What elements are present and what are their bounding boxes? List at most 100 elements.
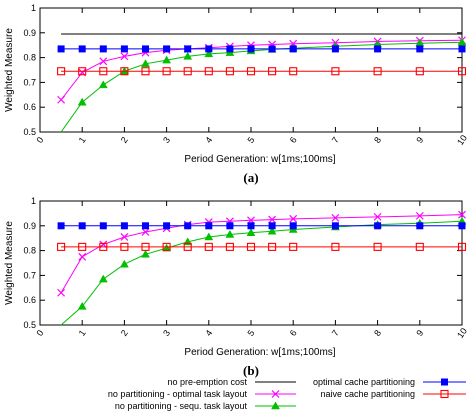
data-point xyxy=(99,45,107,53)
data-point xyxy=(78,252,87,261)
series-naive-cache-partitioning xyxy=(57,67,467,76)
legend-entry: no pre-emption cost xyxy=(167,377,296,387)
series-line xyxy=(60,220,463,326)
data-point xyxy=(458,45,466,53)
data-point xyxy=(78,242,87,251)
data-point xyxy=(142,222,149,230)
data-point xyxy=(119,259,129,268)
y-tick-label: 1 xyxy=(31,196,36,206)
x-tick-label: 4 xyxy=(203,328,214,338)
data-point xyxy=(415,67,424,76)
data-point xyxy=(120,222,128,230)
y-axis-label: Weighted Measure xyxy=(4,28,15,112)
data-point xyxy=(457,37,467,46)
data-point xyxy=(268,45,276,53)
x-tick-label: 0 xyxy=(34,135,45,145)
x-tick-label: 3 xyxy=(161,135,172,145)
x-tick-label: 3 xyxy=(161,328,172,338)
x-tick-label: 6 xyxy=(288,328,299,338)
x-tick-label: 8 xyxy=(372,328,383,338)
data-point xyxy=(226,45,234,53)
data-point xyxy=(120,233,129,241)
data-point xyxy=(99,67,108,76)
data-point xyxy=(99,57,108,66)
data-point xyxy=(373,67,382,76)
y-tick-label: 0.7 xyxy=(23,77,36,87)
data-point xyxy=(204,49,214,58)
data-point xyxy=(373,212,382,221)
legend-label: optimal cache partitioning xyxy=(313,377,415,387)
legend-entry: no partitioning - optimal task layout xyxy=(108,389,296,399)
x-axis-ticks: 0 1 2 3 4 5 6 7 8 9 10 xyxy=(34,8,469,147)
y-tick-label: 0.5 xyxy=(23,320,36,330)
legend-entry: naive cache partitioning xyxy=(320,389,466,399)
data-point xyxy=(331,242,340,251)
x-tick-label: 0 xyxy=(34,328,45,338)
data-point xyxy=(204,67,213,76)
data-point xyxy=(246,67,256,76)
data-point xyxy=(77,301,87,310)
y-axis-label: Weighted Measure xyxy=(4,221,15,305)
data-point xyxy=(141,59,150,68)
series-no-partitioning-optimal-task-layout xyxy=(57,36,466,104)
data-point xyxy=(78,45,86,53)
y-tick-label: 1 xyxy=(31,3,36,13)
data-point xyxy=(204,232,214,241)
data-point xyxy=(416,45,424,53)
data-point xyxy=(331,67,340,76)
data-point xyxy=(373,242,382,251)
data-point xyxy=(162,55,172,64)
series-line xyxy=(60,41,463,133)
data-point xyxy=(98,80,108,89)
y-tick-label: 0.9 xyxy=(23,221,36,231)
panel-label: (b) xyxy=(243,363,259,378)
data-point xyxy=(142,45,149,53)
data-point xyxy=(141,249,150,258)
data-point xyxy=(78,67,87,76)
x-tick-label: 2 xyxy=(119,328,130,338)
x-tick-label: 2 xyxy=(119,135,130,145)
data-point xyxy=(57,288,66,297)
data-point xyxy=(205,45,213,53)
data-point xyxy=(289,222,297,230)
data-point xyxy=(162,67,171,76)
x-tick-label: 10 xyxy=(455,326,469,340)
x-tick-label: 10 xyxy=(455,133,469,147)
data-point xyxy=(57,222,65,230)
legend-marker xyxy=(271,390,280,398)
series-no-partitioning-sequ-task-layout xyxy=(60,216,467,326)
y-axis-ticks: 0.5 0.6 0.7 0.8 0.9 1 xyxy=(23,3,462,137)
data-point xyxy=(416,222,424,230)
data-point xyxy=(99,222,107,230)
series-optimal-cache-partitioning xyxy=(57,45,466,53)
data-point xyxy=(77,97,87,106)
chart-panel-a: 0.5 0.6 0.7 0.8 0.9 1 0 1 2 3 4 5 6 7 8 9 10 Weighted M… xyxy=(4,3,469,185)
chart-panel-b: 0.5 0.6 0.7 0.8 0.9 1 0 1 2 3 4 5 6 7 8 9 10 Weighted M… xyxy=(4,196,469,378)
x-tick-label: 4 xyxy=(203,135,214,145)
x-axis-label: Period Generation: w[1ms;100ms] xyxy=(184,347,335,358)
y-tick-label: 0.9 xyxy=(23,28,36,38)
data-point xyxy=(141,67,150,76)
data-point xyxy=(183,67,192,76)
data-point xyxy=(183,242,192,251)
x-tick-label: 5 xyxy=(245,328,256,338)
data-point xyxy=(415,211,424,220)
legend-label: naive cache partitioning xyxy=(320,389,415,399)
y-tick-label: 0.8 xyxy=(23,246,36,256)
data-point xyxy=(457,67,467,76)
data-point xyxy=(120,45,128,53)
data-point xyxy=(268,67,277,76)
x-tick-label: 7 xyxy=(330,328,341,338)
data-point xyxy=(184,45,192,53)
data-point xyxy=(162,243,172,252)
legend-marker xyxy=(271,401,280,410)
series-layer xyxy=(57,200,467,326)
data-point xyxy=(267,226,277,235)
data-point xyxy=(331,222,339,230)
data-point xyxy=(57,95,66,104)
legend-label: no pre-emption cost xyxy=(167,377,247,387)
data-point xyxy=(162,242,171,251)
data-point xyxy=(120,67,129,76)
x-tick-label: 7 xyxy=(330,135,341,145)
